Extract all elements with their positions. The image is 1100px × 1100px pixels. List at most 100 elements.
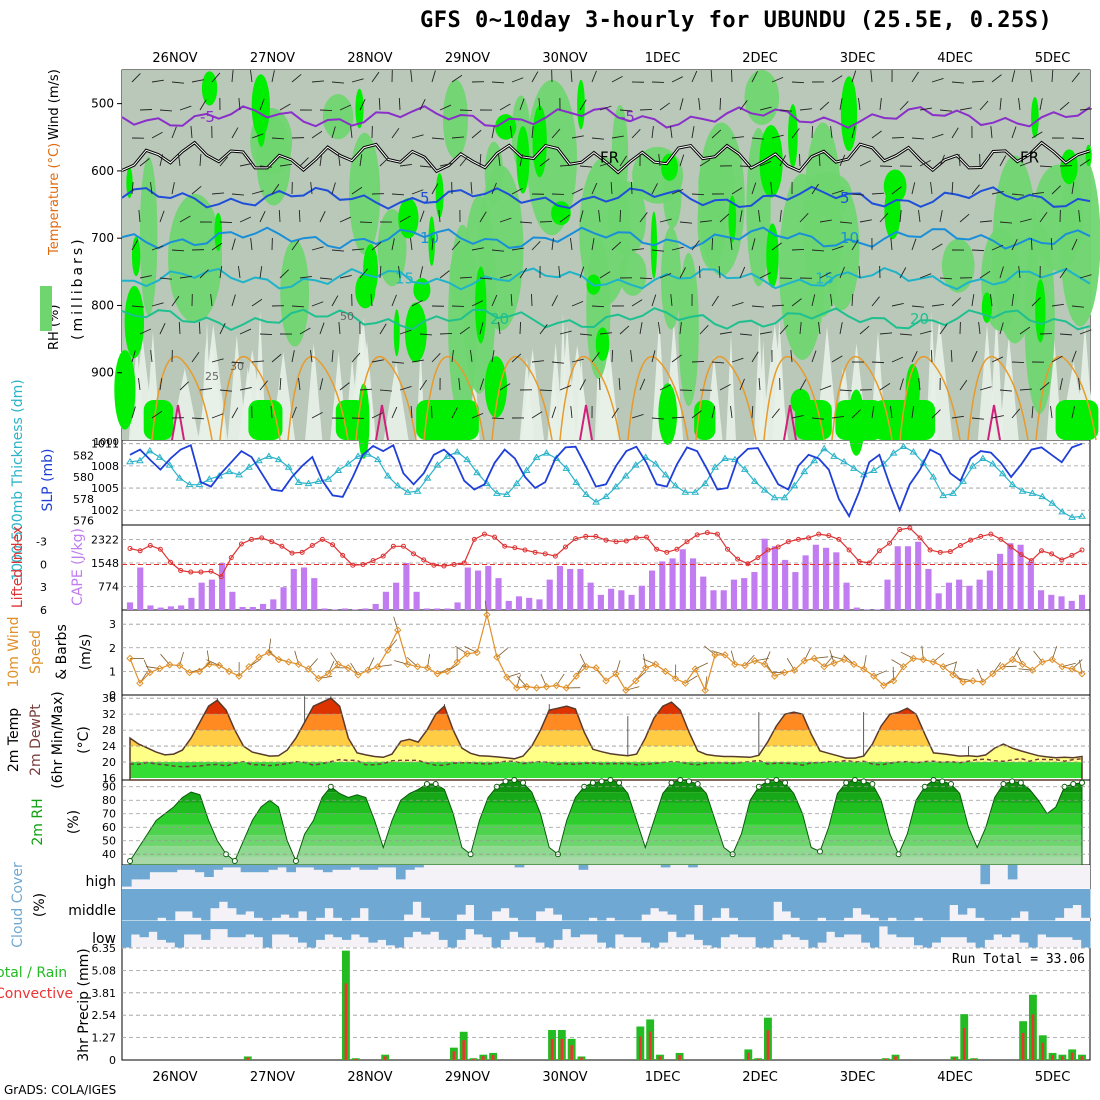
y-tick-label: 600 <box>91 164 114 178</box>
thickness-marker <box>175 474 184 481</box>
wind-barb <box>279 377 282 391</box>
cloud-bar-low <box>482 921 493 938</box>
wind-barb <box>971 417 984 420</box>
panel-frame-precip <box>121 947 1091 1061</box>
cape-bar <box>434 608 441 610</box>
li-marker <box>451 561 457 567</box>
wind-barb <box>631 129 641 139</box>
cloud-bar-low <box>465 921 475 930</box>
wind-barb <box>219 221 233 224</box>
wind-barb <box>491 182 497 195</box>
wind-barb <box>331 350 334 363</box>
wind-barb <box>471 300 483 307</box>
wind-marker <box>850 660 858 669</box>
cloud-bar-high <box>688 865 698 868</box>
thickness-marker <box>423 474 432 481</box>
wind-barb <box>891 186 902 195</box>
li-marker <box>937 549 943 555</box>
rh-saturated-area <box>124 285 145 359</box>
rh-band <box>130 813 1082 825</box>
wind-barb <box>419 210 425 223</box>
cape-bar <box>956 579 963 610</box>
cloud-bar-low <box>245 921 255 935</box>
wind-barb <box>299 275 312 279</box>
li-marker <box>745 561 751 567</box>
wind-barb <box>651 126 654 139</box>
wind-barb <box>598 210 601 223</box>
wind-barb <box>791 298 802 307</box>
cape-bar <box>1007 543 1014 610</box>
wind-marker <box>969 677 977 685</box>
wind-barb <box>370 294 373 307</box>
thickness-marker <box>235 470 243 478</box>
wind-barb <box>519 154 524 167</box>
cloud-bar-low <box>148 921 158 932</box>
wind-barb <box>931 77 944 83</box>
date-label-bottom: 30NOV <box>542 1070 587 1085</box>
precip-convective-bar <box>482 1056 485 1060</box>
panel-ylabel: 1000-500mb Thickness (dm) <box>10 379 26 580</box>
cloud-bar-low <box>570 921 581 938</box>
wind-barb <box>631 413 644 419</box>
li-marker <box>208 568 214 574</box>
cape-bar <box>454 602 461 610</box>
temp-contour <box>491 355 553 441</box>
wind-marker <box>998 662 1007 671</box>
precip-tick-label: 5.08 <box>92 964 117 977</box>
wind-barb <box>630 350 633 363</box>
axis-label: 3hr Precip (mm) <box>76 948 92 1061</box>
precip-convective-bar <box>383 1056 387 1060</box>
date-label-bottom: 2DEC <box>742 1070 778 1085</box>
wind-barb <box>959 213 970 223</box>
cloud-bar-middle <box>447 889 457 921</box>
thickness-marker <box>393 481 402 489</box>
rh-saturated-area <box>1085 144 1092 167</box>
wind-barb <box>251 190 264 195</box>
thickness-marker <box>1058 507 1067 515</box>
upper-ylabel: (millibars) <box>70 236 86 340</box>
li-marker <box>1059 557 1065 563</box>
wind-barb <box>991 244 1004 251</box>
rh-marker <box>773 777 780 783</box>
cloud-bar-low <box>183 921 193 935</box>
thickness-marker <box>542 449 551 456</box>
wind-barb <box>691 360 705 363</box>
wind-barb <box>570 238 573 251</box>
rh-moist-area <box>168 193 222 323</box>
li-marker <box>390 543 396 549</box>
wind-barb <box>811 417 824 420</box>
wind-marker <box>1078 670 1086 678</box>
wind-marker <box>522 683 531 691</box>
wind-marker <box>731 660 739 669</box>
wind-barb <box>999 322 1004 335</box>
wind-marker <box>215 661 223 670</box>
thickness-marker <box>502 490 511 497</box>
cloud-bar-middle <box>711 889 721 918</box>
isotherm-line <box>121 307 1091 332</box>
li-marker <box>532 549 538 555</box>
wind-barb <box>851 409 861 419</box>
wind-barb <box>818 153 821 167</box>
wind-barb <box>939 277 953 280</box>
wind-marker <box>1018 660 1027 669</box>
thickness-marker <box>810 456 819 464</box>
wind-barb <box>491 350 495 363</box>
cape-bar <box>802 555 809 610</box>
wind-barb <box>439 332 453 335</box>
wind-marker <box>205 660 214 669</box>
wind-barb <box>419 266 424 279</box>
wind-barb <box>811 350 817 363</box>
rh-contour-label: 25 <box>205 370 219 383</box>
wind-barb <box>731 136 744 139</box>
axis-label: (%) <box>32 893 48 917</box>
wind-barb <box>1019 326 1031 335</box>
wind-barb <box>790 350 793 363</box>
panel-ylabel: 2m Temp <box>6 708 22 772</box>
wind-barb <box>159 210 165 223</box>
cloud-bar-middle <box>984 889 994 921</box>
thickness-tick-label: 578 <box>73 493 94 506</box>
cloud-bar-middle <box>350 889 361 918</box>
rh-saturated-area <box>484 356 508 418</box>
cape-bar <box>178 605 185 610</box>
wind-barb <box>270 406 273 419</box>
